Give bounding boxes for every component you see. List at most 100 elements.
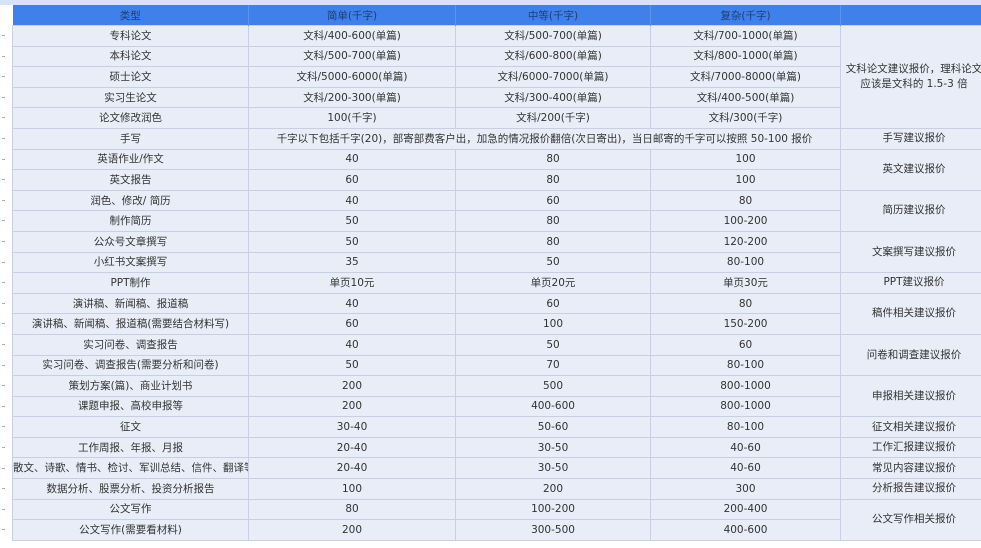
header-note[interactable]: [840, 5, 981, 26]
cell-note[interactable]: 分析报告建议报价: [840, 478, 981, 500]
cell-type[interactable]: 散文、诗歌、情书、检讨、军训总结、信件、翻译等: [12, 457, 249, 480]
cell-type[interactable]: 公文写作(需要看材料): [12, 519, 249, 541]
cell-simple[interactable]: 20-40: [248, 436, 456, 459]
cell-medium[interactable]: 50: [455, 333, 651, 356]
cell-medium[interactable]: 文科/200(千字): [455, 107, 651, 129]
cell-type[interactable]: 数据分析、股票分析、投资分析报告: [12, 478, 249, 500]
cell-type[interactable]: 小红书文案撰写: [12, 251, 249, 274]
cell-medium[interactable]: 100-200: [455, 498, 651, 521]
cell-simple[interactable]: 40: [248, 333, 456, 356]
cell-note[interactable]: 简历建议报价: [840, 189, 981, 232]
cell-complex[interactable]: 400-600: [650, 519, 841, 541]
cell-simple[interactable]: 40: [248, 148, 456, 171]
cell-simple[interactable]: 50: [248, 354, 456, 377]
cell-complex[interactable]: 200-400: [650, 498, 841, 521]
cell-note[interactable]: 工作汇报建议报价: [840, 436, 981, 459]
cell-complex[interactable]: 文科/800-1000(单篇): [650, 45, 841, 68]
cell-simple[interactable]: 单页10元: [248, 272, 456, 294]
cell-simple[interactable]: 100: [248, 478, 456, 500]
cell-complex[interactable]: 120-200: [650, 230, 841, 253]
cell-medium[interactable]: 50: [455, 251, 651, 274]
cell-type[interactable]: 征文: [12, 416, 249, 438]
cell-type[interactable]: 本科论文: [12, 45, 249, 68]
cell-medium[interactable]: 300-500: [455, 519, 651, 541]
cell-note[interactable]: 文科论文建议报价，理科论文应该是文科的 1.5-3 倍: [840, 25, 981, 129]
cell-complex[interactable]: 文科/400-500(单篇): [650, 86, 841, 109]
cell-simple[interactable]: 80: [248, 498, 456, 521]
cell-note[interactable]: 问卷和调查建议报价: [840, 333, 981, 377]
cell-simple[interactable]: 文科/5000-6000(单篇): [248, 66, 456, 88]
cell-note[interactable]: 稿件相关建议报价: [840, 292, 981, 335]
cell-complex[interactable]: 80-100: [650, 354, 841, 377]
header-complex[interactable]: 复杂(千字): [650, 5, 841, 26]
cell-type[interactable]: 手写: [12, 127, 249, 150]
header-medium[interactable]: 中等(千字): [455, 5, 651, 26]
cell-medium[interactable]: 文科/6000-7000(单篇): [455, 66, 651, 88]
cell-type[interactable]: 公众号文章撰写: [12, 230, 249, 253]
cell-simple[interactable]: 文科/200-300(单篇): [248, 86, 456, 109]
cell-simple[interactable]: 35: [248, 251, 456, 274]
cell-type[interactable]: 实习问卷、调查报告(需要分析和问卷): [12, 354, 249, 377]
cell-note[interactable]: 英文建议报价: [840, 148, 981, 191]
cell-simple[interactable]: 文科/500-700(单篇): [248, 45, 456, 68]
cell-simple[interactable]: 文科/400-600(单篇): [248, 25, 456, 47]
cell-medium[interactable]: 400-600: [455, 395, 651, 418]
cell-simple[interactable]: 100(千字): [248, 107, 456, 129]
header-type[interactable]: 类型: [12, 5, 249, 26]
cell-complex[interactable]: 文科/700-1000(单篇): [650, 25, 841, 47]
cell-complex[interactable]: 800-1000: [650, 375, 841, 397]
cell-medium[interactable]: 500: [455, 375, 651, 397]
cell-medium[interactable]: 文科/600-800(单篇): [455, 45, 651, 68]
cell-medium[interactable]: 80: [455, 169, 651, 191]
cell-type[interactable]: 工作周报、年报、月报: [12, 436, 249, 459]
cell-complex[interactable]: 40-60: [650, 436, 841, 459]
cell-complex[interactable]: 80: [650, 189, 841, 212]
cell-medium[interactable]: 200: [455, 478, 651, 500]
cell-simple[interactable]: 千字以下包括千字(20)，部寄部费客户出，加急的情况报价翻倍(次日寄出)，当日邮…: [248, 127, 841, 150]
cell-medium[interactable]: 文科/300-400(单篇): [455, 86, 651, 109]
header-simple[interactable]: 简单(千字): [248, 5, 456, 26]
cell-medium[interactable]: 60: [455, 189, 651, 212]
cell-note[interactable]: 手写建议报价: [840, 127, 981, 150]
cell-complex[interactable]: 100: [650, 169, 841, 191]
cell-complex[interactable]: 800-1000: [650, 395, 841, 418]
cell-note[interactable]: 申报相关建议报价: [840, 375, 981, 418]
cell-complex[interactable]: 80-100: [650, 416, 841, 438]
cell-note[interactable]: PPT建议报价: [840, 272, 981, 294]
cell-medium[interactable]: 80: [455, 230, 651, 253]
cell-simple[interactable]: 50: [248, 230, 456, 253]
cell-simple[interactable]: 200: [248, 375, 456, 397]
cell-type[interactable]: 公文写作: [12, 498, 249, 521]
cell-simple[interactable]: 200: [248, 519, 456, 541]
cell-complex[interactable]: 文科/7000-8000(单篇): [650, 66, 841, 88]
cell-medium[interactable]: 30-50: [455, 457, 651, 480]
cell-complex[interactable]: 40-60: [650, 457, 841, 480]
cell-type[interactable]: 实习生论文: [12, 86, 249, 109]
cell-complex[interactable]: 单页30元: [650, 272, 841, 294]
cell-simple[interactable]: 20-40: [248, 457, 456, 480]
cell-note[interactable]: 文案撰写建议报价: [840, 230, 981, 274]
cell-type[interactable]: 制作简历: [12, 210, 249, 232]
cell-complex[interactable]: 80-100: [650, 251, 841, 274]
cell-medium[interactable]: 50-60: [455, 416, 651, 438]
cell-simple[interactable]: 50: [248, 210, 456, 232]
cell-medium[interactable]: 100: [455, 313, 651, 335]
cell-type[interactable]: 策划方案(篇)、商业计划书: [12, 375, 249, 397]
cell-medium[interactable]: 单页20元: [455, 272, 651, 294]
cell-type[interactable]: PPT制作: [12, 272, 249, 294]
cell-complex[interactable]: 150-200: [650, 313, 841, 335]
cell-complex[interactable]: 100-200: [650, 210, 841, 232]
cell-note[interactable]: 常见内容建议报价: [840, 457, 981, 480]
cell-complex[interactable]: 100: [650, 148, 841, 171]
cell-complex[interactable]: 60: [650, 333, 841, 356]
cell-type[interactable]: 课题申报、高校申报等: [12, 395, 249, 418]
cell-note[interactable]: 公文写作相关报价: [840, 498, 981, 541]
cell-simple[interactable]: 30-40: [248, 416, 456, 438]
cell-medium[interactable]: 60: [455, 292, 651, 315]
cell-medium[interactable]: 文科/500-700(单篇): [455, 25, 651, 47]
cell-type[interactable]: 论文修改润色: [12, 107, 249, 129]
cell-simple[interactable]: 40: [248, 292, 456, 315]
cell-type[interactable]: 演讲稿、新闻稿、报道稿: [12, 292, 249, 315]
cell-note[interactable]: 征文相关建议报价: [840, 416, 981, 438]
cell-simple[interactable]: 200: [248, 395, 456, 418]
